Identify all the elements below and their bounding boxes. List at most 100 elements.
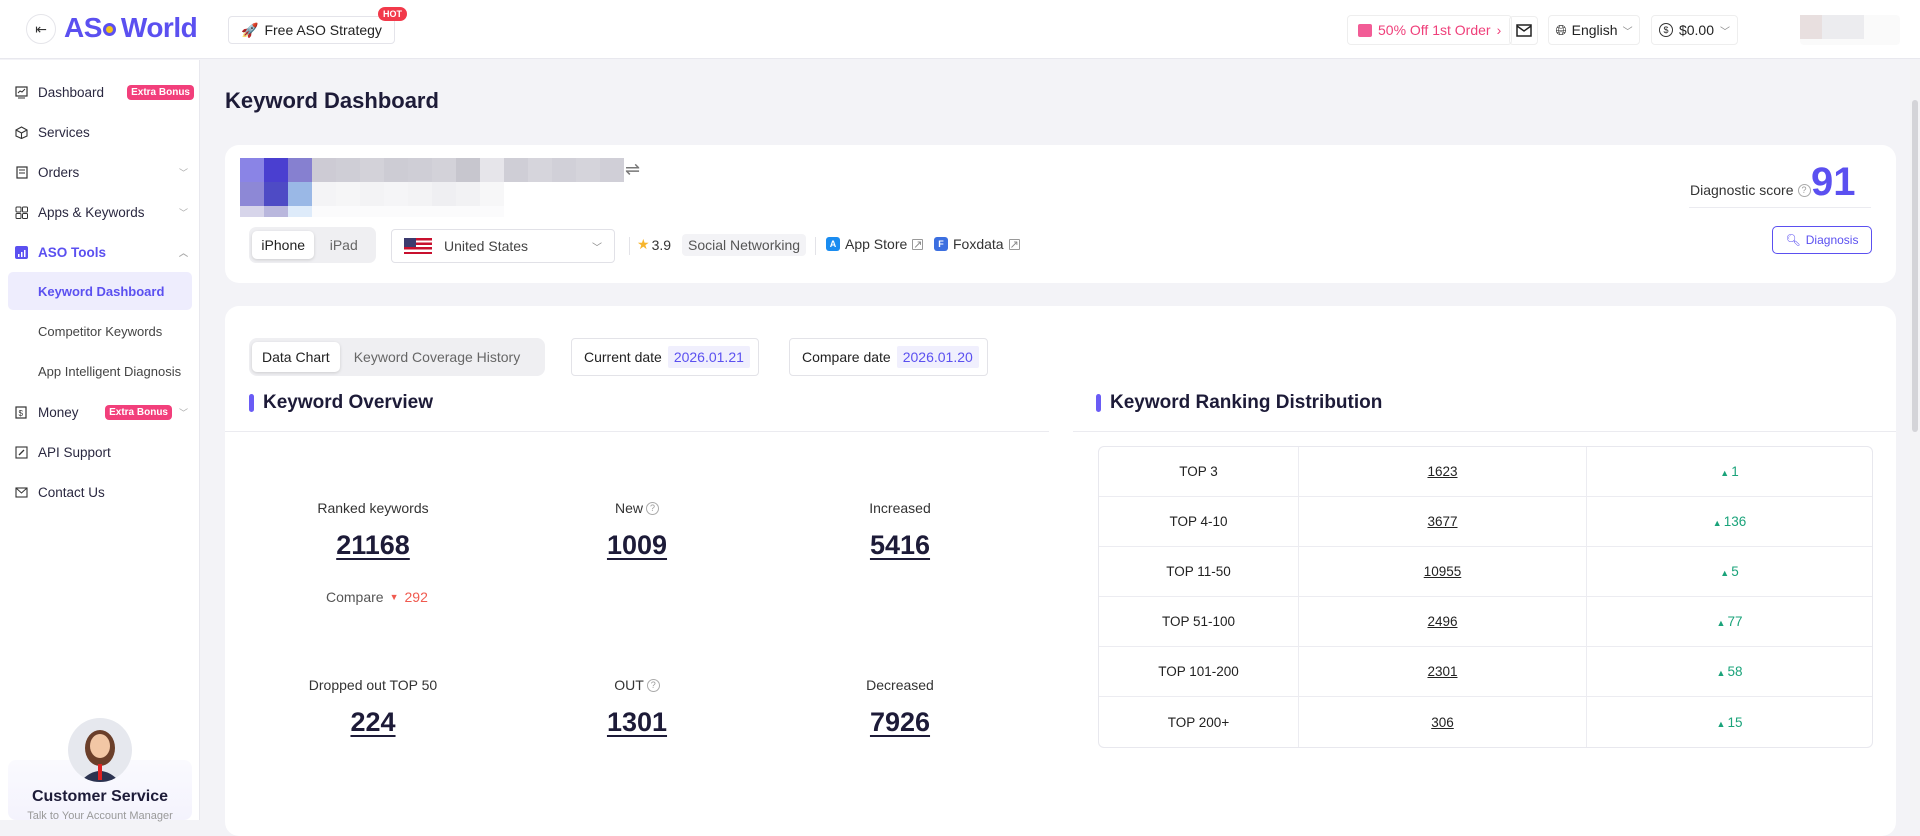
table-row: TOP 4-10 3677 ▲ 136: [1099, 497, 1872, 547]
app-store-link[interactable]: A App Store ↗: [826, 236, 924, 252]
country-selector[interactable]: United States ﹀: [391, 229, 615, 263]
stat-decreased: Decreased 7926: [866, 677, 934, 737]
chevron-down-icon: ﹀: [1720, 26, 1731, 38]
ranking-distribution-title: Keyword Ranking Distribution: [1096, 392, 1382, 414]
down-triangle-icon: ▼: [389, 592, 399, 602]
compare-change: Compare ▼ 292: [326, 589, 428, 605]
external-link-icon: ↗: [1008, 238, 1020, 251]
increased-value[interactable]: 5416: [869, 530, 931, 560]
brand-logo[interactable]: AS World: [64, 12, 198, 43]
dollar-doc-icon: $: [14, 405, 28, 419]
stat-increased: Increased 5416: [869, 500, 931, 560]
sidebar-item-services[interactable]: Services: [14, 117, 194, 147]
stat-ranked-keywords: Ranked keywords 21168: [317, 500, 429, 560]
table-row: TOP 3 1623 ▲ 1: [1099, 447, 1872, 497]
envelope-icon: [1515, 24, 1532, 37]
sidebar-item-orders[interactable]: Orders ﹀: [14, 157, 194, 187]
bar-chart-icon: [14, 245, 28, 259]
chevron-down-icon: ﹀: [178, 407, 188, 418]
globe-icon: 🌐︎: [1555, 21, 1567, 38]
sidebar-sub-app-intelligent-diagnosis[interactable]: App Intelligent Diagnosis: [38, 363, 182, 379]
user-avatar[interactable]: [1800, 15, 1900, 45]
balance-selector[interactable]: $ $0.00 ﹀: [1651, 15, 1738, 45]
sidebar-item-contact-us[interactable]: Contact Us: [14, 477, 194, 507]
logo-dot-icon: [102, 22, 116, 36]
sidebar: Dashboard Extra Bonus Services Orders ﹀ …: [0, 60, 200, 820]
sidebar-item-aso-tools[interactable]: ASO Tools ︿: [14, 237, 194, 267]
chevron-down-icon: ﹀: [178, 167, 188, 178]
top-bar: ⇤ AS World 🚀 Free ASO Strategy HOT 50% Of…: [0, 0, 1920, 59]
app-info-card: ⇌ iPhone iPad United States ﹀ ★ 3.9 Socia…: [225, 145, 1896, 283]
diagnostic-score-label: Diagnostic score?: [1690, 182, 1811, 198]
free-aso-strategy-button[interactable]: 🚀 Free ASO Strategy: [228, 16, 395, 44]
help-icon[interactable]: ?: [646, 501, 659, 515]
star-icon: ★: [637, 236, 650, 252]
chevron-right-icon: ›: [1496, 22, 1502, 38]
app-category-tag: Social Networking: [682, 234, 807, 256]
foxdata-icon: F: [934, 237, 948, 251]
receipt-icon: [14, 165, 28, 179]
out-value[interactable]: 1301: [606, 707, 668, 737]
up-triangle-icon: ▲: [1720, 568, 1730, 578]
stat-new: New? 1009: [606, 500, 668, 560]
chevron-up-icon: ︿: [178, 247, 188, 258]
menu-collapse-icon: ⇤: [35, 20, 47, 37]
sidebar-item-dashboard[interactable]: Dashboard Extra Bonus: [14, 77, 194, 107]
sidebar-sub-keyword-dashboard[interactable]: Keyword Dashboard: [8, 272, 192, 310]
link-icon: [14, 445, 28, 459]
device-option-ipad[interactable]: iPad: [329, 237, 358, 253]
table-row: TOP 200+ 306 ▲ 15: [1099, 697, 1872, 747]
switch-app-icon[interactable]: ⇌: [625, 159, 641, 179]
promo-button[interactable]: 50% Off 1st Order ›: [1347, 15, 1513, 45]
diagnosis-button[interactable]: 🔍︎ Diagnosis: [1772, 226, 1872, 254]
envelope-icon: [14, 485, 28, 499]
chevron-down-icon: ﹀: [178, 207, 188, 218]
cube-icon: [14, 125, 28, 139]
table-row: TOP 101-200 2301 ▲ 58: [1099, 647, 1872, 697]
keyword-data-card: Data Chart Keyword Coverage History Curr…: [225, 306, 1896, 836]
up-triangle-icon: ▲: [1716, 668, 1726, 678]
stat-dropped-out-top50: Dropped out TOP 50 224: [308, 677, 438, 737]
scrollbar-thumb[interactable]: [1912, 100, 1918, 432]
tab-data-chart[interactable]: Data Chart: [252, 342, 340, 372]
decreased-value[interactable]: 7926: [869, 707, 931, 737]
account-manager-avatar: [68, 718, 132, 782]
compare-date-picker[interactable]: Compare date 2026.01.20: [789, 338, 988, 376]
up-triangle-icon: ▲: [1716, 718, 1726, 729]
grid-icon: [14, 205, 28, 219]
keyword-overview-title: Keyword Overview: [249, 392, 433, 414]
chevron-down-icon: ﹀: [592, 242, 602, 254]
ranked-keywords-value[interactable]: 21168: [336, 530, 410, 560]
app-icon-and-name-blurred: [240, 158, 624, 217]
sidebar-item-apps-keywords[interactable]: Apps & Keywords ﹀: [14, 197, 194, 227]
device-option-iphone[interactable]: iPhone: [252, 231, 315, 259]
customer-service-title: Customer Service: [31, 788, 169, 805]
new-value[interactable]: 1009: [606, 530, 668, 560]
page-scrollbar[interactable]: [1910, 60, 1920, 820]
current-date-picker[interactable]: Current date 2026.01.21: [571, 338, 759, 376]
table-row: TOP 11-50 10955 ▲ 5: [1099, 547, 1872, 597]
foxdata-link[interactable]: F Foxdata ↗: [934, 236, 1020, 252]
sidebar-item-money[interactable]: $ Money Extra Bonus ﹀: [14, 397, 194, 427]
messages-button[interactable]: [1509, 16, 1538, 45]
dropped-out-value[interactable]: 224: [350, 707, 396, 737]
extra-bonus-badge: Extra Bonus: [127, 84, 194, 100]
tab-keyword-coverage-history[interactable]: Keyword Coverage History: [353, 349, 521, 365]
language-selector[interactable]: 🌐︎ English ﹀: [1548, 15, 1640, 45]
sidebar-item-api-support[interactable]: API Support: [14, 437, 194, 467]
view-tabs: Data Chart Keyword Coverage History: [249, 338, 545, 376]
diagnostic-score-value: 91: [1811, 160, 1856, 204]
sidebar-sub-competitor-keywords[interactable]: Competitor Keywords: [38, 323, 163, 339]
help-icon[interactable]: ?: [646, 678, 660, 692]
extra-bonus-badge: Extra Bonus: [105, 404, 172, 420]
gift-icon: [1358, 23, 1372, 37]
collapse-sidebar-button[interactable]: ⇤: [26, 14, 56, 44]
app-rating: ★ 3.9: [637, 236, 672, 253]
table-row: TOP 51-100 2496 ▲ 77: [1099, 597, 1872, 647]
customer-service-subtitle: Talk to Your Account Manager: [27, 810, 173, 822]
rocket-icon: 🚀: [241, 21, 259, 38]
device-toggle: iPhone iPad: [249, 227, 376, 263]
up-triangle-icon: ▲: [1712, 518, 1722, 528]
help-icon[interactable]: ?: [1797, 183, 1811, 197]
up-triangle-icon: ▲: [1716, 618, 1726, 628]
